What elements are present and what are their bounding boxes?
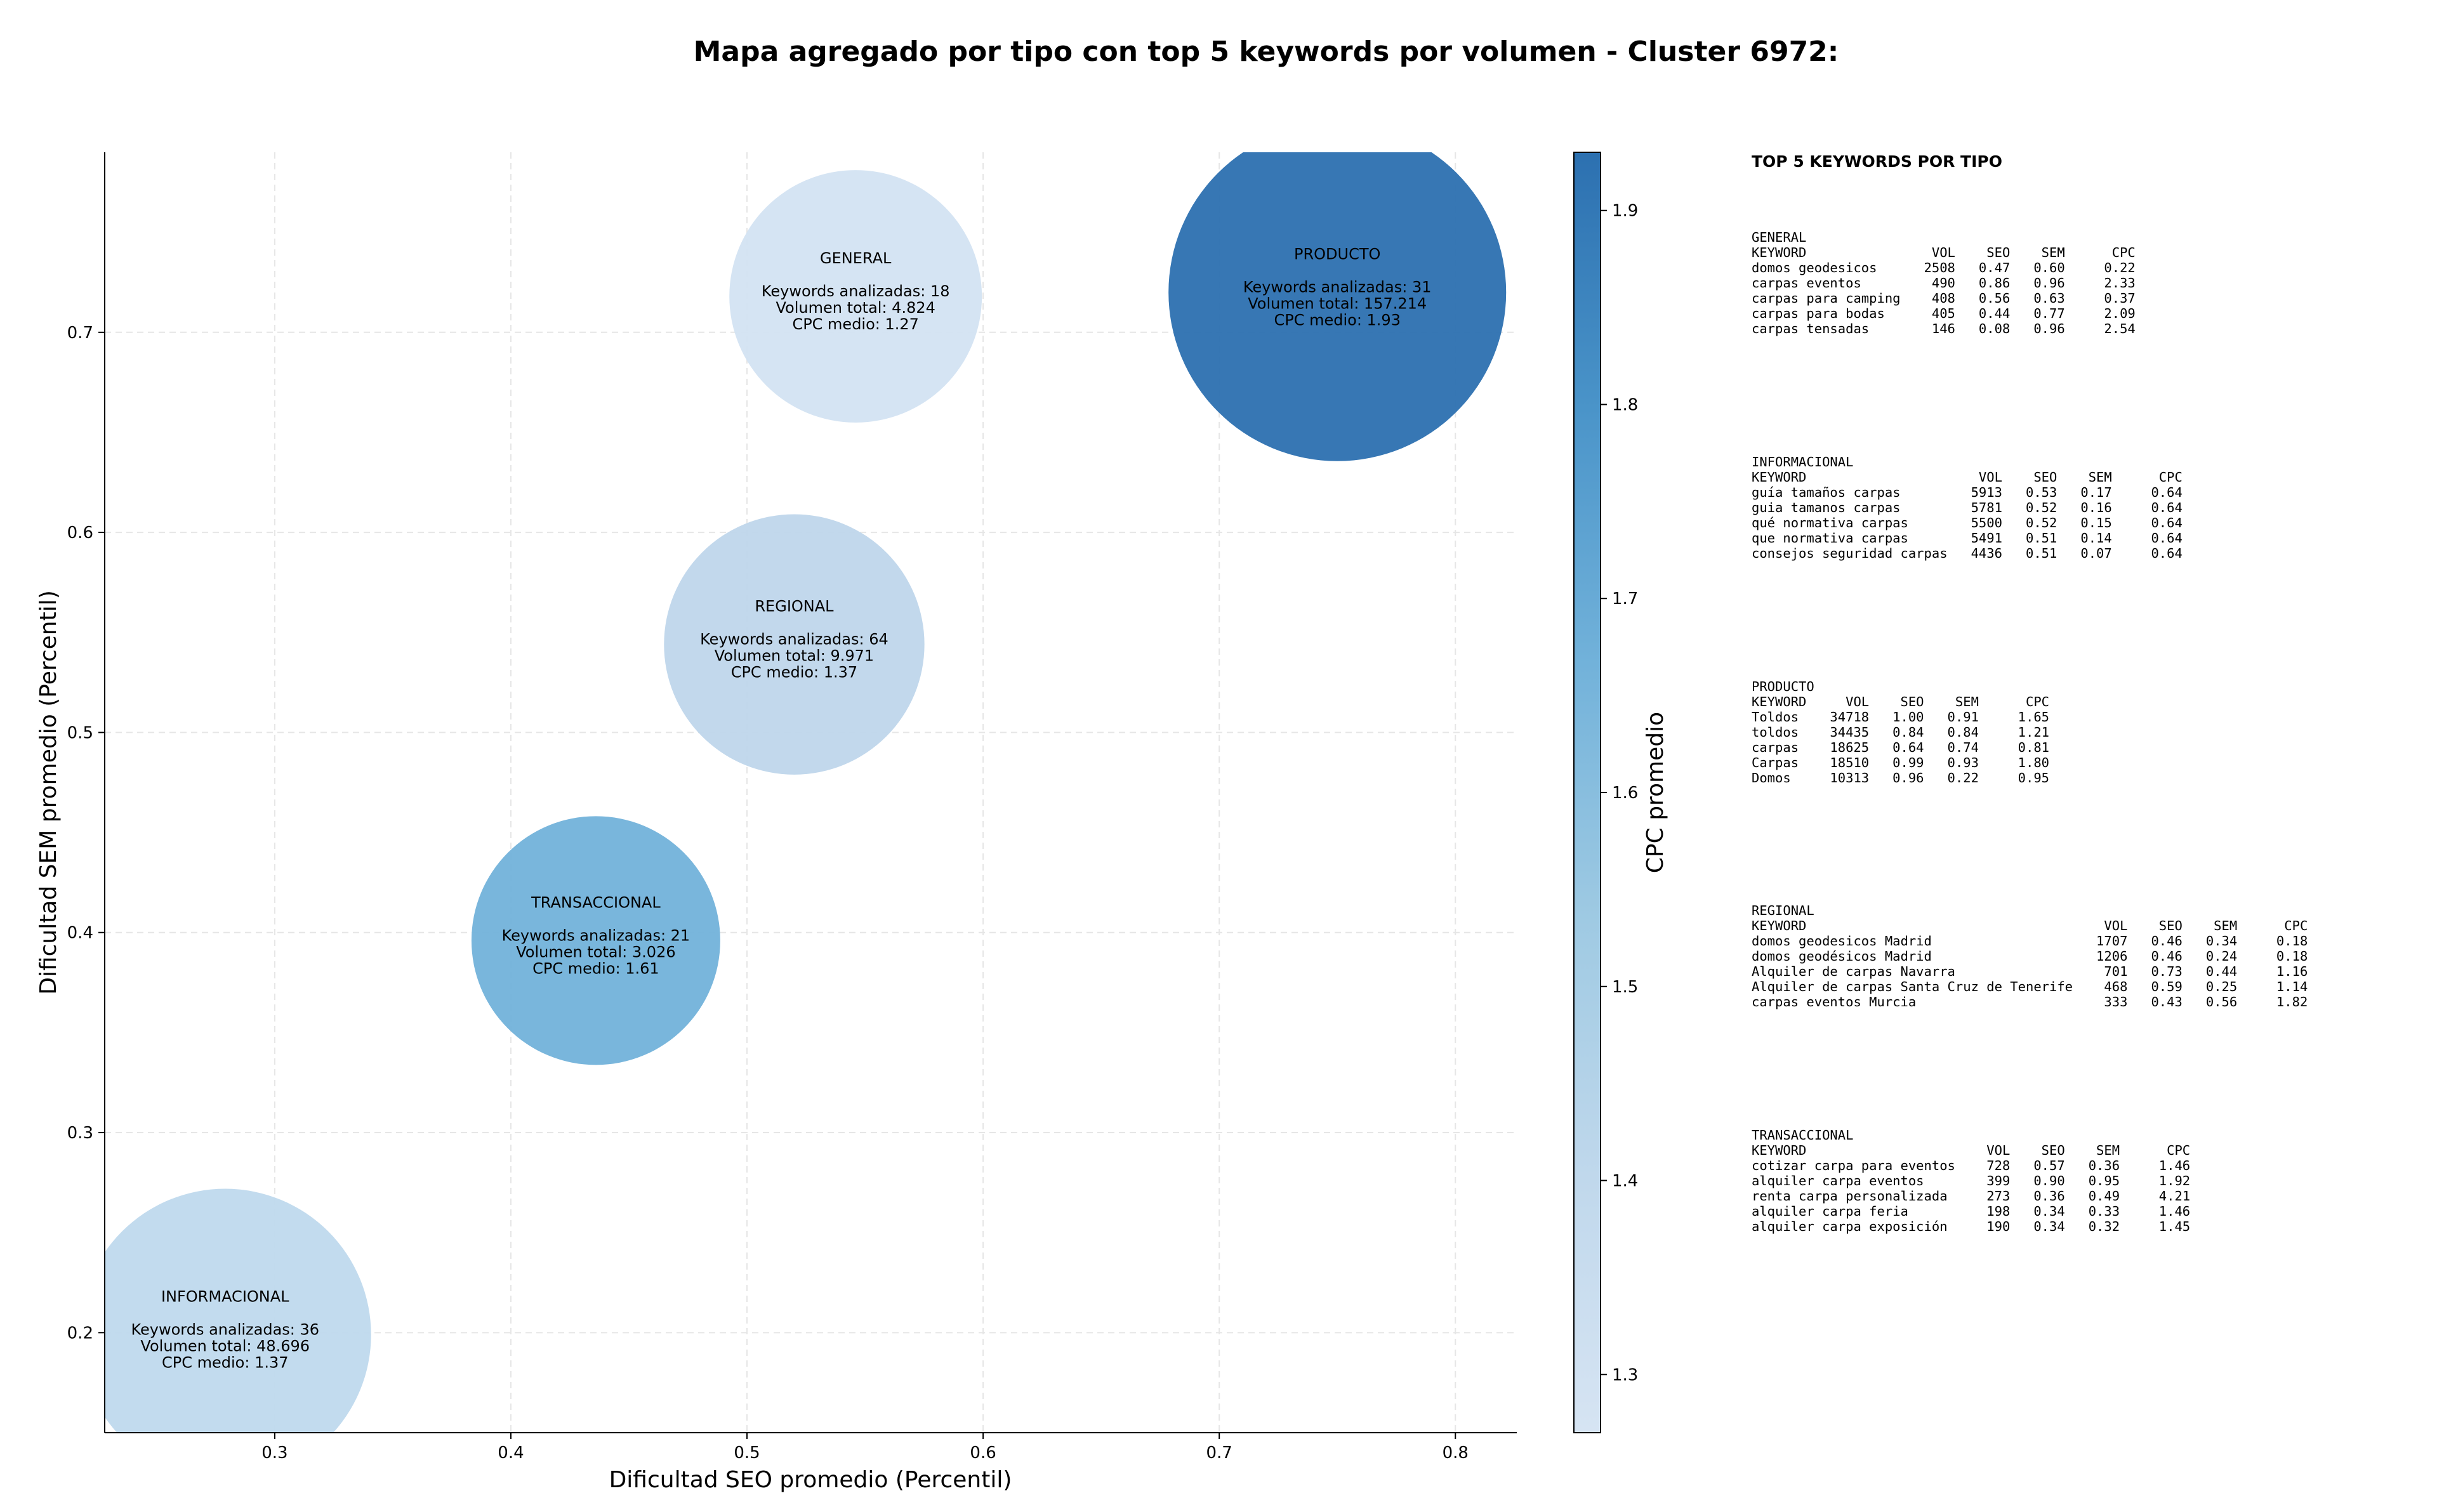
bubble-label: Volumen total: 157.214 [1248,295,1427,313]
bubble-label: Volumen total: 4.824 [776,299,935,317]
keyword-row: carpas tensadas 146 0.08 0.96 2.54 [1752,321,2136,336]
chart-title: Mapa agregado por tipo con top 5 keyword… [693,36,1839,68]
keyword-row: consejos seguridad carpas 4436 0.51 0.07… [1752,546,2183,561]
x-tick-label: 0.8 [1443,1443,1469,1463]
keyword-row: renta carpa personalizada 273 0.36 0.49 … [1752,1188,2191,1204]
keyword-row: domos geodesicos Madrid 1707 0.46 0.34 0… [1752,933,2308,949]
keyword-row: alquiler carpa eventos 399 0.90 0.95 1.9… [1752,1173,2191,1188]
x-tick-label: 0.5 [734,1443,760,1463]
x-tick-label: 0.6 [970,1443,996,1463]
keyword-table-header: KEYWORD VOL SEO SEM CPC [1752,1143,2191,1158]
keyword-table-producto: PRODUCTO KEYWORD VOL SEO SEM CPC Toldos 34… [1752,679,2049,786]
bubble-label: REGIONAL [755,598,834,615]
bubble-label: Keywords analizadas: 31 [1243,279,1432,296]
keyword-table-header: KEYWORD VOL SEO SEM CPC [1752,470,2183,485]
keyword-row: Alquiler de carpas Santa Cruz de Tenerif… [1752,979,2308,994]
bubble-label: CPC medio: 1.27 [792,315,919,333]
keyword-table-title: GENERAL [1752,230,1807,245]
keyword-table-transaccional: TRANSACCIONAL KEYWORD VOL SEO SEM CPC coti… [1752,1127,2190,1234]
bubble-label: Keywords analizadas: 36 [131,1320,319,1338]
keyword-row: alquiler carpa feria 198 0.34 0.33 1.46 [1752,1204,2191,1219]
keyword-table-header: KEYWORD VOL SEO SEM CPC [1752,245,2136,260]
keyword-table-title: TRANSACCIONAL [1752,1127,1854,1143]
bubble-label: CPC medio: 1.37 [731,664,858,681]
bubble-label: CPC medio: 1.93 [1274,312,1401,329]
colorbar-tick-label: 1.3 [1612,1365,1638,1384]
keyword-row: Domos 10313 0.96 0.22 0.95 [1752,770,2049,786]
colorbar-tick-label: 1.5 [1612,978,1638,997]
keyword-row: que normativa carpas 5491 0.51 0.14 0.64 [1752,530,2183,546]
keyword-row: Alquiler de carpas Navarra 701 0.73 0.44… [1752,964,2308,979]
colorbar-tick-label: 1.4 [1612,1172,1638,1191]
colorbar-tick-label: 1.6 [1612,784,1638,803]
y-tick-label: 0.4 [67,924,93,943]
keyword-table-informacional: INFORMACIONAL KEYWORD VOL SEO SEM CPC guía… [1752,454,2183,561]
colorbar-label: CPC promedio [1642,712,1668,873]
bubble-label: TRANSACCIONAL [531,893,661,911]
keyword-row: carpas eventos 490 0.86 0.96 2.33 [1752,275,2136,291]
bubble-label: Keywords analizadas: 21 [502,926,690,944]
x-tick-label: 0.4 [498,1443,524,1463]
keyword-table-title: PRODUCTO [1752,679,1814,694]
y-axis-label: Dificultad SEM promedio (Percentil) [36,590,62,995]
bubble-circle [664,514,925,775]
bubble-label: CPC medio: 1.61 [532,959,659,977]
bubble-circle [1168,152,1507,461]
colorbar-tick-label: 1.8 [1612,395,1638,414]
bubble-label: PRODUCTO [1294,246,1380,263]
bubble-circle [471,816,720,1065]
panel-heading: TOP 5 KEYWORDS POR TIPO [1752,152,2002,171]
keyword-row: cotizar carpa para eventos 728 0.57 0.36… [1752,1158,2191,1173]
keyword-row: domos geodesicos 2508 0.47 0.60 0.22 [1752,260,2136,275]
keyword-row: domos geodésicos Madrid 1206 0.46 0.24 0… [1752,949,2308,964]
keyword-row: carpas para camping 408 0.56 0.63 0.37 [1752,291,2136,306]
y-tick-label: 0.2 [67,1324,93,1343]
keyword-table-title: REGIONAL [1752,903,1814,918]
y-tick-label: 0.3 [67,1124,93,1143]
bubble-label: Volumen total: 48.696 [140,1337,310,1355]
keyword-table-title: INFORMACIONAL [1752,454,1854,470]
colorbar-gradient [1573,152,1601,1433]
keyword-table-header: KEYWORD VOL SEO SEM CPC [1752,694,2049,709]
x-tick-label: 0.3 [261,1443,287,1463]
keyword-row: carpas 18625 0.64 0.74 0.81 [1752,740,2049,755]
keyword-table-regional: REGIONAL KEYWORD VOL SEO SEM CPC domos geo… [1752,903,2308,1009]
keyword-row: qué normativa carpas 5500 0.52 0.15 0.64 [1752,515,2183,530]
keyword-row: guia tamanos carpas 5781 0.52 0.16 0.64 [1752,500,2183,515]
x-tick-label: 0.7 [1206,1443,1232,1463]
keyword-row: Carpas 18510 0.99 0.93 1.80 [1752,755,2049,770]
keyword-row: carpas eventos Murcia 333 0.43 0.56 1.82 [1752,994,2308,1009]
bubble-circle [729,170,982,423]
bubble-label: Keywords analizadas: 64 [700,631,888,648]
bubble-circle [105,1188,371,1433]
keyword-row: guía tamaños carpas 5913 0.53 0.17 0.64 [1752,485,2183,500]
colorbar-tick-label: 1.7 [1612,589,1638,608]
bubble-label: Volumen total: 3.026 [516,943,675,961]
x-axis-label: Dificultad SEO promedio (Percentil) [609,1467,1012,1493]
y-tick-label: 0.5 [67,723,93,742]
bubble-label: CPC medio: 1.37 [162,1353,289,1371]
keyword-row: toldos 34435 0.84 0.84 1.21 [1752,725,2049,740]
keyword-table-header: KEYWORD VOL SEO SEM CPC [1752,918,2308,933]
bubble-informacional: INFORMACIONAL Keywords analizadas: 36Volu… [105,1188,371,1433]
bubble-transaccional: TRANSACCIONAL Keywords analizadas: 21Volu… [471,816,720,1065]
y-tick-label: 0.7 [67,324,93,343]
keyword-row: alquiler carpa exposición 190 0.34 0.32 … [1752,1219,2191,1234]
bubble-label: GENERAL [820,249,892,267]
y-tick-label: 0.6 [67,523,93,542]
axes: 0.3 0.4 0.5 0.6 0.7 0.8 0.2 0.3 0.4 0.5 0.6 0.7 [67,152,1517,1463]
keyword-row: carpas para bodas 405 0.44 0.77 2.09 [1752,306,2136,321]
bubble-label: Volumen total: 9.971 [715,647,874,665]
keyword-row: Toldos 34718 1.00 0.91 1.65 [1752,709,2049,725]
bubble-label: INFORMACIONAL [161,1287,289,1305]
bubble-label: Keywords analizadas: 18 [762,282,950,300]
colorbar-tick-label: 1.9 [1612,202,1638,221]
keyword-table-general: GENERAL KEYWORD VOL SEO SEM CPC domos geod… [1752,230,2136,336]
colorbar: 1.3 1.4 1.5 1.6 1.7 1.8 1.9 [1573,152,1638,1433]
